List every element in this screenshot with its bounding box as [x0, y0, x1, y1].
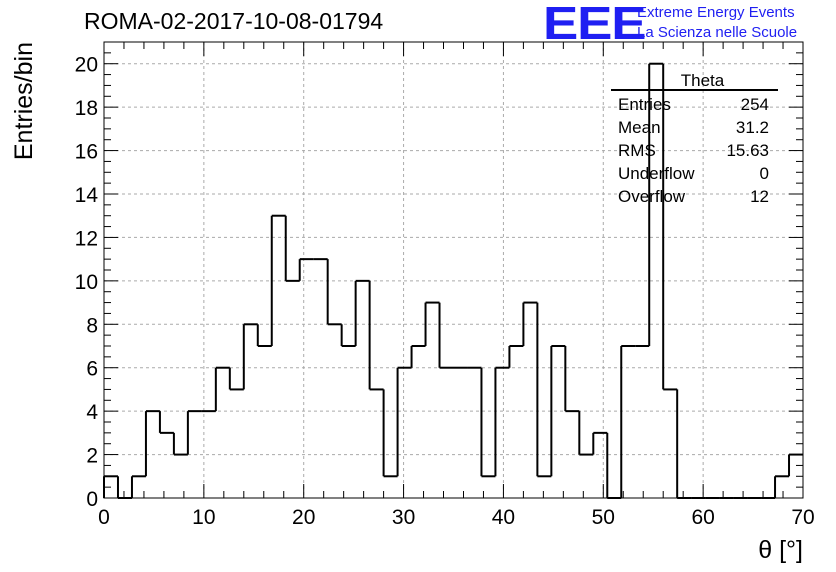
- x-tick-label: 70: [791, 506, 814, 529]
- axis-ticks: [103, 41, 804, 499]
- grid: [104, 42, 803, 498]
- histogram-bin: [144, 410, 160, 477]
- y-tick-label: 20: [75, 54, 98, 77]
- stats-value: 31.2: [736, 118, 769, 137]
- histogram-bin: [578, 411, 594, 456]
- histogram-bin: [774, 475, 790, 498]
- y-tick-label: 14: [75, 184, 99, 207]
- histogram-bin: [270, 214, 286, 346]
- x-tick-label: 20: [292, 506, 315, 529]
- histogram-bin: [564, 346, 580, 413]
- eee-logo: EEE: [543, 0, 647, 49]
- histogram-bin: [214, 366, 230, 412]
- histogram-bin: [256, 324, 272, 347]
- stats-label: Mean: [618, 118, 661, 137]
- y-tick-label: 6: [86, 358, 98, 381]
- x-tick-label: 40: [492, 506, 515, 529]
- stats-title: Theta: [681, 71, 725, 90]
- y-tick-label: 4: [86, 401, 98, 424]
- histogram-bin: [186, 410, 202, 455]
- x-tick-label: 0: [98, 506, 110, 529]
- histogram-bin: [228, 367, 244, 391]
- histogram-bin: [438, 302, 454, 369]
- histogram-bin: [172, 432, 188, 456]
- x-tick-label: 50: [592, 506, 615, 529]
- histogram-bin: [410, 345, 426, 368]
- histogram-bin: [130, 475, 146, 498]
- y-tick-label: 16: [75, 141, 98, 164]
- stats-value: 12: [750, 187, 769, 206]
- histogram-bin: [536, 302, 552, 478]
- histogram-bin: [298, 258, 314, 281]
- y-tick-label: 8: [86, 314, 98, 337]
- x-tick-label: 10: [192, 506, 215, 529]
- histogram-bin: [354, 279, 370, 346]
- histogram-bin: [592, 431, 608, 455]
- stats-label: Entries: [618, 95, 671, 114]
- stats-value: 0: [760, 164, 769, 183]
- stats-box: Theta Entries 254 Mean 31.2 RMS 15.63 Underflo…: [611, 71, 778, 206]
- histogram-bin: [606, 432, 622, 499]
- histogram-bin: [158, 411, 174, 434]
- histogram-bin: [550, 345, 566, 477]
- histogram-bin: [284, 215, 300, 282]
- plot-frame: [103, 41, 804, 499]
- histogram-bin: [396, 366, 412, 477]
- histogram-bin: [522, 301, 538, 346]
- y-tick-label: 12: [75, 227, 98, 250]
- x-tick-label: 30: [392, 506, 415, 529]
- histogram-bin: [116, 476, 132, 499]
- y-tick-label: 10: [75, 271, 98, 294]
- y-axis-label: Entries/bin: [10, 42, 38, 160]
- histogram-bin: [368, 280, 384, 391]
- histogram-bin: [340, 324, 356, 347]
- histogram-bin: [326, 259, 342, 326]
- y-tick-label: 2: [86, 445, 98, 468]
- histogram-bin: [382, 389, 398, 478]
- stats-label: Underflow: [618, 164, 695, 183]
- x-tick-label: 60: [691, 506, 714, 529]
- histogram-bin: [480, 367, 496, 478]
- logo-line-2: La Scienza nelle Scuole: [637, 24, 798, 41]
- histogram-bin: [424, 301, 440, 346]
- stats-label: RMS: [618, 141, 656, 160]
- histogram-bin: [508, 345, 524, 368]
- histogram-bin: [494, 366, 510, 477]
- tick-labels: 0 10 20 30 40 50 60 70 0 2 4 6 8 10 12 14 16 18 20: [75, 54, 815, 529]
- chart-title: ROMA-02-2017-10-08-01794: [84, 8, 384, 34]
- y-tick-label: 0: [86, 488, 98, 511]
- histogram-bin: [676, 389, 692, 499]
- histogram-bin: [648, 62, 664, 346]
- stats-label: Overflow: [618, 187, 686, 206]
- stats-value: 15.63: [726, 141, 769, 160]
- x-axis-label: θ [°]: [758, 536, 803, 564]
- histogram-bin: [620, 345, 636, 498]
- logo-line-1: Extreme Energy Events: [637, 4, 795, 21]
- stats-value: 254: [741, 95, 769, 114]
- histogram-bin: [662, 63, 678, 391]
- histogram-bin: [242, 323, 258, 390]
- y-tick-label: 18: [75, 97, 98, 120]
